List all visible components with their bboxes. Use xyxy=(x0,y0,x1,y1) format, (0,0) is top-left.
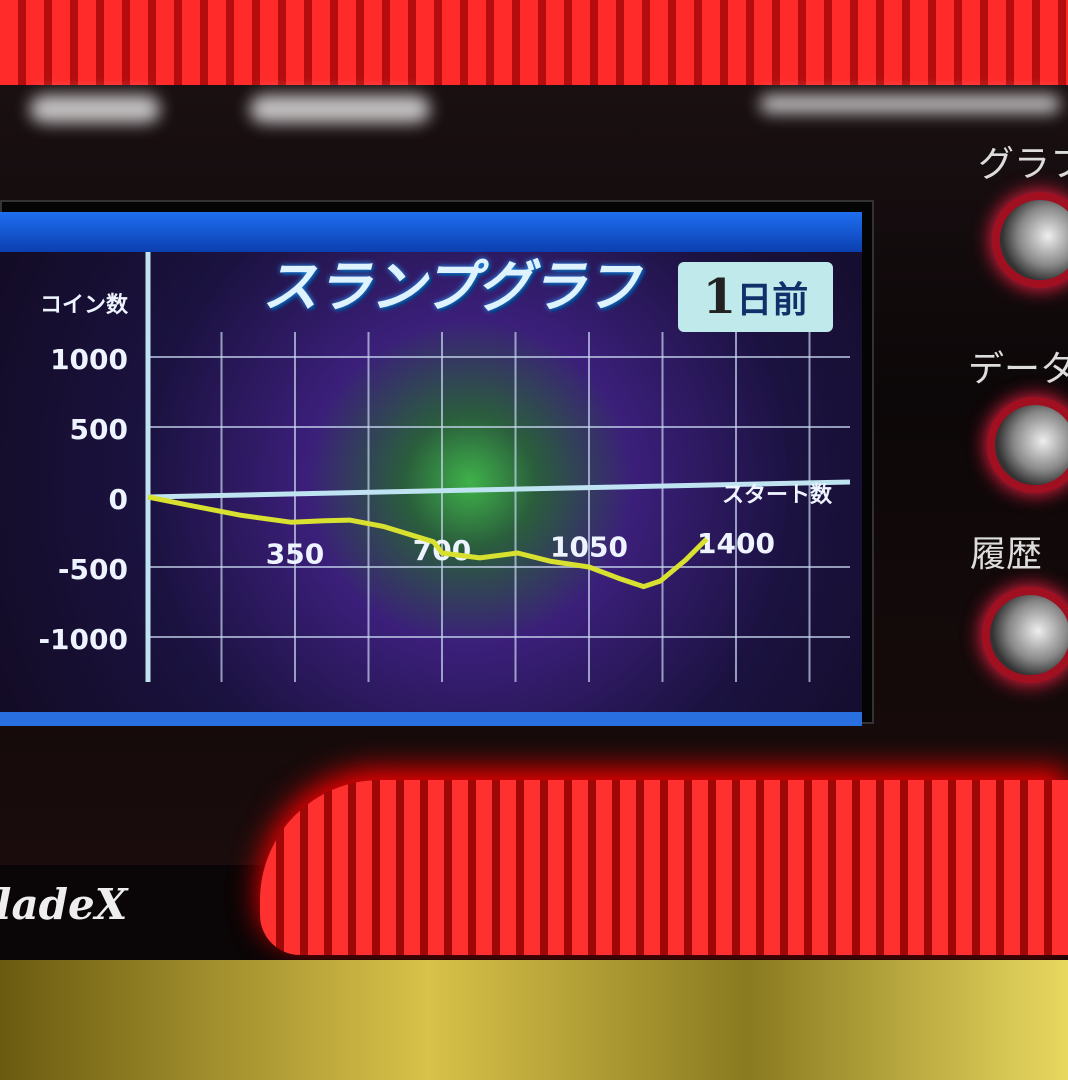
x-axis-label: スタート数 xyxy=(722,482,833,508)
history-label: 履歴 xyxy=(970,534,1043,575)
glare xyxy=(30,95,160,123)
y-tick-label: 1000 xyxy=(50,343,128,376)
slump-line xyxy=(147,494,709,590)
title-bar xyxy=(0,212,862,252)
day-number: 1 xyxy=(702,269,737,325)
x-axis xyxy=(147,479,851,500)
x-tick-label: 1400 xyxy=(697,527,775,560)
y-axis-label: コイン数 xyxy=(40,292,129,318)
graph-knob-button[interactable] xyxy=(1000,200,1068,280)
x-tick-label: 350 xyxy=(266,538,324,571)
y-tick-label: 500 xyxy=(70,413,128,446)
y-tick-label: -500 xyxy=(58,553,128,586)
glare xyxy=(250,95,430,123)
history-knob-button[interactable] xyxy=(990,595,1068,675)
day-suffix: 日前 xyxy=(736,279,809,321)
glare xyxy=(760,95,1060,113)
x-tick-label: 1050 xyxy=(550,531,628,564)
day-badge[interactable]: 1 日前 xyxy=(678,262,833,332)
led-strip-top xyxy=(0,0,1068,85)
machine-logo: BladeX xyxy=(0,880,128,929)
gold-panel xyxy=(0,960,1068,1080)
y-tick-label: -1000 xyxy=(38,623,128,656)
data-knob-button[interactable] xyxy=(995,405,1068,485)
y-tick-label: 0 xyxy=(109,483,128,516)
data-counter-screen: スランプグラフ 1 日前 コイン数スタート数 1000 500 0 -500 -1000 35… xyxy=(0,212,862,726)
data-label: データ xyxy=(968,349,1068,390)
graph-label: グラフ xyxy=(978,144,1068,185)
screen-title: スランプグラフ xyxy=(262,255,640,320)
led-strip-bottom xyxy=(260,780,1068,955)
